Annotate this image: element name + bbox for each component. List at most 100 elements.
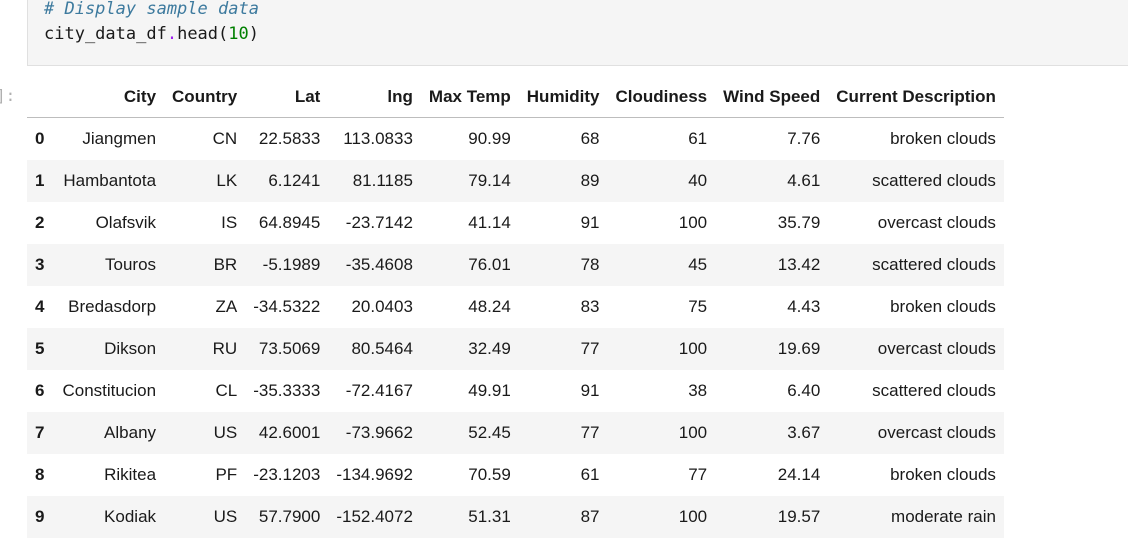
table-cell: Rikitea [104,465,157,484]
table-cell: -152.4072 [336,507,413,526]
row-index: 7 [35,423,45,442]
table-cell: 73.5069 [258,339,321,358]
table-cell: -35.4608 [345,255,413,274]
table-cell: 48.24 [468,297,511,316]
table-cell: -23.7142 [345,213,413,232]
table-cell: 32.49 [468,339,511,358]
table-body: 0 Jiangmen CN 22.5833 113.0833 90.99 68 61 7.76 b… [27,117,1004,538]
table-cell: 61 [580,465,600,484]
row-index: 8 [35,465,45,484]
table-cell: Bredasdorp [68,297,157,316]
row-index: 4 [35,297,45,316]
table-cell: ZA [215,297,238,316]
table-cell: US [213,507,238,526]
table-cell: CL [215,381,238,400]
table-cell: Jiangmen [82,129,157,148]
table-cell: CN [212,129,238,148]
table-cell: overcast clouds [877,213,996,232]
table-cell: Albany [104,423,157,442]
row-index: 9 [35,507,45,526]
table-cell: 3.67 [787,423,821,442]
table-cell: 100 [678,507,708,526]
table-cell: Constitucion [62,381,157,400]
row-index: 2 [35,213,45,232]
table-cell: 81.1185 [352,171,413,190]
table-cell: Kodiak [104,507,157,526]
table-cell: IS [221,213,238,232]
table-cell: LK [216,171,238,190]
table-cell: -23.1203 [253,465,321,484]
code-method: head( [177,24,229,44]
table-cell: PF [215,465,238,484]
table-cell: Olafsvik [95,213,157,232]
table-row: 2 Olafsvik IS 64.8945 -23.7142 41.14 91 100 35.7… [27,202,1004,244]
column-header: Max Temp [420,77,519,118]
table-cell: 35.79 [777,213,821,232]
table-cell: 19.57 [777,507,821,526]
table-row: 0 Jiangmen CN 22.5833 113.0833 90.99 68 61 7.76 b… [27,117,1004,160]
table-cell: 42.6001 [258,423,321,442]
table-cell: 64.8945 [258,213,321,232]
table-row: 1 Hambantota LK 6.1241 81.1185 79.14 89 40 4.61 s… [27,160,1004,202]
dataframe-table: City Country Lat lng Max Temp Humidity Cloudin… [27,77,1004,538]
table-cell: -34.5322 [253,297,321,316]
table-cell: Hambantota [63,171,157,190]
code-variable: city_data_df [44,24,167,44]
table-cell: overcast clouds [877,423,996,442]
table-cell: 70.59 [468,465,511,484]
table-cell: broken clouds [890,465,996,484]
table-cell: 87 [580,507,600,526]
code-comment: # Display sample data [44,0,259,19]
table-cell: 4.61 [787,171,821,190]
table-cell: moderate rain [891,507,996,526]
table-row: 9 Kodiak US 57.7900 -152.4072 51.31 87 100 19.57… [27,496,1004,538]
table-cell: 49.91 [468,381,511,400]
table-cell: 6.40 [787,381,821,400]
table-row: 4 Bredasdorp ZA -34.5322 20.0403 48.24 83 75 4.4… [27,286,1004,328]
table-cell: 24.14 [777,465,821,484]
table-cell: 100 [678,339,708,358]
table-cell: BR [213,255,238,274]
table-row: 5 Dikson RU 73.5069 80.5464 32.49 77 100 19.69 ov… [27,328,1004,370]
table-cell: 19.69 [777,339,821,358]
table-cell: 80.5464 [351,339,413,358]
table-cell: broken clouds [890,297,996,316]
table-cell: Touros [105,255,157,274]
table-cell: 7.76 [787,129,821,148]
table-cell: 89 [580,171,600,190]
table-cell: -35.3333 [253,381,321,400]
table-cell: 22.5833 [258,129,321,148]
column-header: Humidity [518,77,608,118]
column-header: Country [164,77,246,118]
table-header-row: City Country Lat lng Max Temp Humidity Cloudin… [27,77,1004,118]
row-index: 3 [35,255,45,274]
table-cell: 6.1241 [268,171,321,190]
table-cell: overcast clouds [877,339,996,358]
table-cell: US [213,423,238,442]
code-close-paren: ) [248,24,259,44]
output-prompt: ]: [0,86,16,105]
table-cell: scattered clouds [872,381,996,400]
table-cell: -73.9662 [345,423,413,442]
table-row: 3 Touros BR -5.1989 -35.4608 76.01 78 45 13.42 sc… [27,244,1004,286]
table-cell: 40 [688,171,708,190]
row-index: 5 [35,339,45,358]
code-cell[interactable]: # Display sample data city_data_df.head(… [27,0,1128,66]
table-cell: 77 [580,423,600,442]
table-cell: RU [212,339,238,358]
code-dot: . [166,24,178,44]
table-cell: 52.45 [468,423,511,442]
table-row: 6 Constitucion CL -35.3333 -72.4167 49.91 91 38… [27,370,1004,412]
table-cell: -72.4167 [345,381,413,400]
table-cell: 75 [688,297,708,316]
table-cell: 78 [580,255,600,274]
table-cell: 57.7900 [258,507,321,526]
column-header: Lat [245,77,329,118]
column-header: Cloudiness [607,77,716,118]
table-cell: 61 [688,129,708,148]
column-header: Current Description [828,77,1004,118]
table-cell: -5.1989 [262,255,321,274]
table-cell: 100 [678,423,708,442]
code-statement: city_data_df.head(10) [44,23,259,45]
